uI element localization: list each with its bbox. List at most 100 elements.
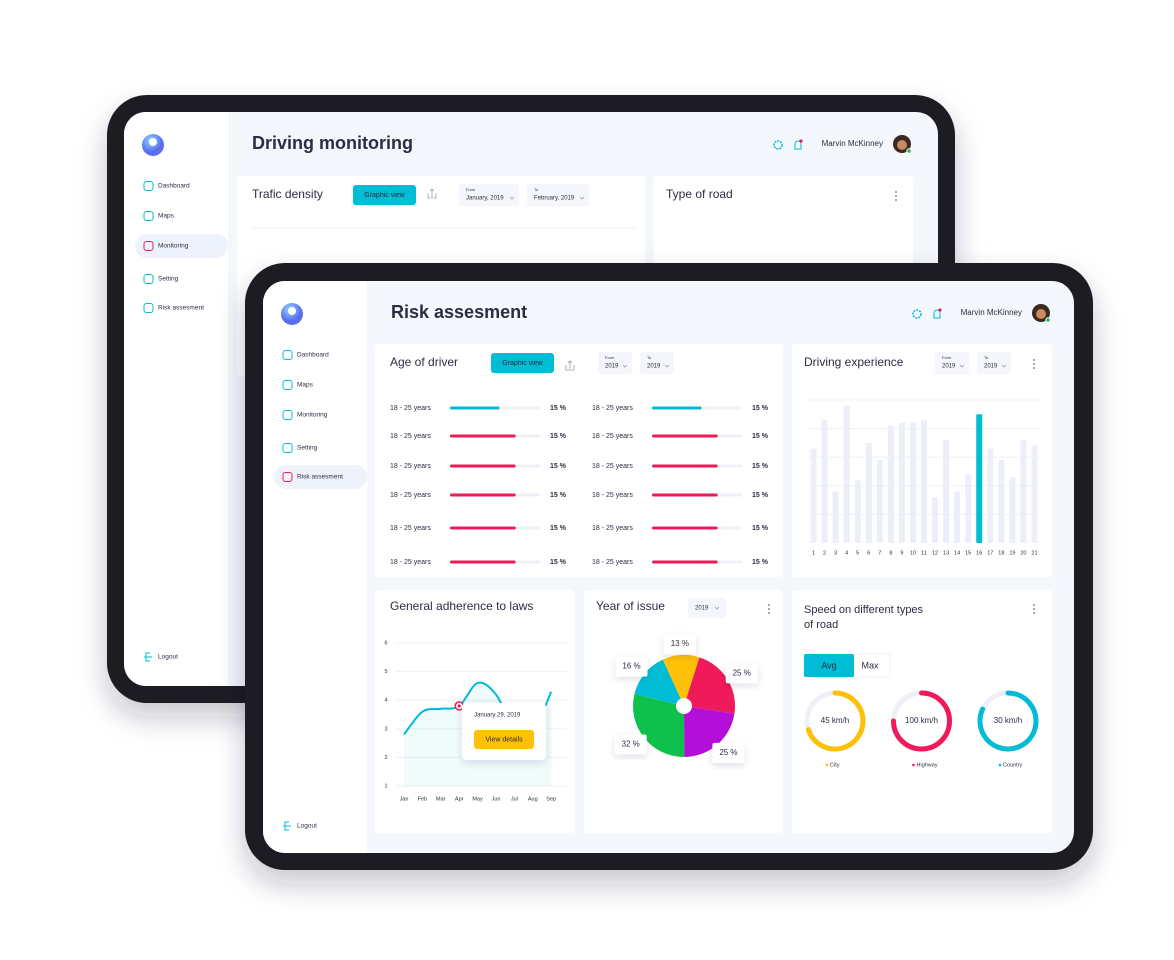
y-tick-label: 6 (384, 640, 387, 646)
age-percent: 15 % (550, 463, 567, 470)
dropdown-caret (664, 364, 670, 368)
logo-dot (288, 307, 296, 315)
x-tick-label: Jan (400, 796, 409, 802)
nav-item[interactable]: Monitoring (158, 243, 189, 250)
date-picker[interactable] (977, 352, 1011, 374)
y-tick-label: 2 (384, 755, 387, 761)
menu-dot (894, 190, 898, 194)
nav-item[interactable]: Setting (158, 276, 179, 283)
settings-icon[interactable] (773, 140, 783, 150)
button-label: View details (485, 736, 523, 743)
age-percent: 15 % (550, 492, 567, 499)
menu-dot (894, 198, 898, 202)
nav-active-bg (274, 465, 367, 489)
legend-dot (825, 763, 829, 767)
date-picker[interactable] (527, 184, 589, 206)
nav-icon (143, 181, 154, 191)
age-percent: 15 % (752, 492, 769, 499)
age-label: 18 - 25 years (390, 525, 431, 532)
bell-icon[interactable] (794, 140, 802, 150)
bell-icon[interactable] (933, 309, 941, 319)
x-tick-label: 6 (867, 550, 870, 556)
highlight-point-core (457, 704, 461, 708)
tab[interactable]: Max (861, 660, 879, 670)
logo-dot (149, 138, 157, 146)
date-picker-caption: From (605, 355, 615, 360)
share-icon[interactable] (427, 188, 437, 199)
nav-item[interactable]: Maps (297, 382, 314, 389)
tooltip-date: January 29, 2019 (474, 713, 521, 719)
button[interactable] (474, 730, 534, 749)
age-label: 18 - 25 years (592, 433, 633, 440)
date-picker-value: February, 2019 (534, 196, 575, 202)
bar (932, 497, 939, 543)
nav-item[interactable]: Setting (297, 445, 318, 452)
logout-icon (283, 821, 291, 831)
tab[interactable]: Avg (821, 660, 836, 670)
nav-icon (282, 443, 293, 453)
age-label: 18 - 25 years (390, 405, 431, 412)
age-label: 18 - 25 years (390, 463, 431, 470)
bar (843, 405, 850, 543)
button[interactable] (491, 353, 554, 373)
nav-icon (143, 241, 154, 251)
bar (1020, 440, 1027, 543)
y-tick-label: 4 (384, 698, 387, 704)
nav-item[interactable]: Dashboard (297, 352, 329, 359)
nav-item[interactable]: Dashboard (158, 183, 190, 190)
bar (998, 460, 1005, 543)
date-picker[interactable] (598, 352, 632, 374)
bar (832, 491, 839, 543)
nav-item[interactable]: Monitoring (297, 412, 328, 419)
nav-icon (143, 303, 154, 313)
gauge-value: 30 km/h (994, 716, 1022, 725)
bar (898, 422, 905, 543)
x-tick-label: 10 (910, 550, 916, 556)
share-icon[interactable] (565, 360, 575, 371)
x-tick-label: 11 (921, 550, 927, 556)
progress-bar (450, 434, 516, 438)
legend-dot (998, 763, 1002, 767)
nav-item[interactable]: Maps (158, 213, 175, 220)
age-percent: 15 % (752, 559, 769, 566)
button[interactable] (353, 185, 416, 205)
online-status (1045, 317, 1051, 323)
x-tick-label: Sep (546, 796, 556, 802)
menu-dot (1032, 362, 1036, 366)
dropdown[interactable] (688, 598, 726, 618)
bar (854, 480, 861, 543)
card-title: Type of road (666, 187, 733, 201)
logout[interactable]: Logout (158, 654, 178, 661)
date-picker[interactable] (640, 352, 674, 374)
pie-slice (633, 694, 685, 758)
menu-dot (767, 611, 771, 615)
logout[interactable]: Logout (297, 823, 317, 830)
date-picker[interactable] (459, 184, 519, 206)
gauge-value: 100 km/h (905, 716, 938, 725)
age-label: 18 - 25 years (592, 492, 633, 499)
nav-item[interactable]: Risk assesment (297, 474, 343, 481)
menu-dot (1032, 611, 1036, 615)
x-tick-label: Mar (436, 796, 446, 802)
sidebar (124, 112, 228, 686)
bell-badge (938, 308, 942, 312)
age-label: 18 - 25 years (390, 492, 431, 499)
progress-bar (652, 406, 702, 410)
x-tick-label: 17 (987, 550, 993, 556)
avatar-face (1036, 309, 1046, 319)
pie-label-box (725, 663, 758, 684)
settings-icon[interactable] (912, 309, 922, 319)
gauge-label: City (830, 762, 840, 768)
nav-item[interactable]: Risk assesment (158, 305, 204, 312)
x-tick-label: Aug (528, 796, 538, 802)
x-tick-label: 9 (900, 550, 903, 556)
menu-dot (1032, 366, 1036, 370)
y-tick-label: 3 (384, 726, 387, 732)
date-picker[interactable] (935, 352, 969, 374)
menu-dot (894, 194, 898, 198)
gauge-value: 45 km/h (821, 716, 849, 725)
card-title: Speed on different types (804, 604, 924, 616)
bar (976, 414, 983, 543)
age-label: 18 - 25 years (592, 405, 633, 412)
